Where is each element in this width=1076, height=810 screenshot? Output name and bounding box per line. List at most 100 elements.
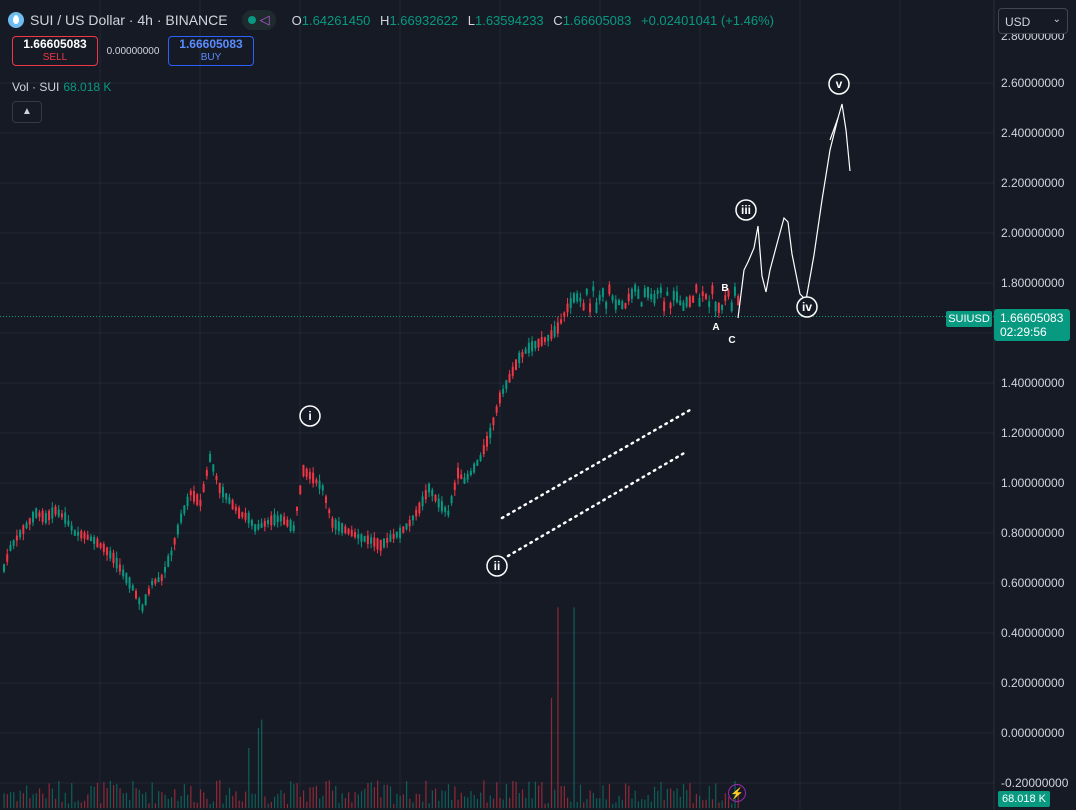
candle-body <box>289 519 292 532</box>
volume-bar <box>193 801 195 808</box>
candle-body <box>444 507 447 513</box>
volume-bar <box>170 797 173 808</box>
volume-legend[interactable]: Vol · SUI 68.018 K <box>12 80 111 94</box>
currency-select[interactable]: USD ⌄ <box>998 8 1068 34</box>
candle-body <box>408 519 411 527</box>
volume-bar <box>296 783 298 808</box>
volume-bar <box>238 800 240 808</box>
candle-body <box>89 536 92 542</box>
volume-bar <box>528 781 530 808</box>
candle-body <box>99 543 102 548</box>
corrective-label-a[interactable]: A <box>712 322 719 333</box>
volume-bar <box>624 783 627 808</box>
channel-upper-line[interactable] <box>500 408 692 520</box>
volume-bar <box>467 797 469 808</box>
buy-button[interactable]: 1.66605083 BUY <box>168 36 254 66</box>
volume-bar <box>216 780 218 808</box>
candle-body <box>80 530 83 539</box>
candle-body <box>234 506 237 511</box>
candle-body <box>489 427 492 439</box>
channel-lower-line[interactable] <box>506 450 688 558</box>
candle-body <box>366 535 369 544</box>
candle-body <box>353 532 356 538</box>
low-key: L <box>467 12 475 28</box>
candle-body <box>270 515 273 526</box>
bolt-icon[interactable]: ⚡ <box>728 784 746 802</box>
volume-bar <box>692 803 694 808</box>
candle-body <box>318 480 321 489</box>
wave-marker-v[interactable]: v <box>828 73 850 95</box>
candle-body <box>48 510 51 521</box>
volume-bar <box>338 802 340 808</box>
volume-bar <box>273 796 276 808</box>
candle-body <box>402 526 405 533</box>
volume-bar <box>454 786 456 808</box>
volume-bar <box>554 789 556 808</box>
candle-body <box>135 590 138 599</box>
volume-legend-name: Vol · SUI <box>12 80 60 94</box>
candle-body <box>254 524 257 532</box>
wave-marker-text: iv <box>802 300 812 314</box>
candle-body <box>727 290 730 297</box>
wave-projection-path[interactable] <box>737 103 851 319</box>
market-status-pill[interactable]: ◁ <box>241 10 276 30</box>
volume-bar <box>235 791 237 808</box>
y-tick-label: 0.20000000 <box>1001 676 1065 690</box>
volume-bar <box>19 790 21 808</box>
candle-body <box>511 366 514 376</box>
candle-body <box>733 286 736 296</box>
candle-body <box>273 514 276 526</box>
volume-bar <box>319 798 321 808</box>
volume-bar <box>245 791 247 808</box>
volume-bar <box>525 797 527 808</box>
candle-body <box>708 301 711 308</box>
candle-body <box>170 550 173 556</box>
candle-body <box>634 284 637 292</box>
wave-marker-iv[interactable]: iv <box>796 296 818 318</box>
volume-bar <box>38 788 41 808</box>
volume-bar <box>451 799 453 808</box>
volume-bar <box>322 795 324 808</box>
candle-body <box>341 523 344 533</box>
chevron-up-icon[interactable]: ▲ <box>12 101 42 123</box>
volume-bar <box>724 793 726 808</box>
corrective-label-b[interactable]: B <box>721 283 728 294</box>
volume-bar <box>711 799 714 808</box>
candle-body <box>621 301 624 309</box>
candle-body <box>260 523 263 528</box>
candle-body <box>688 296 691 307</box>
corrective-label-c[interactable]: C <box>728 335 735 346</box>
elliott-wave-drawings[interactable] <box>500 103 851 558</box>
candle-body <box>521 351 524 358</box>
y-tick-label: 1.00000000 <box>1001 476 1065 490</box>
sell-button[interactable]: 1.66605083 SELL <box>12 36 98 66</box>
candle-body <box>205 469 208 477</box>
wave-marker-iii[interactable]: iii <box>735 199 757 221</box>
candle-body <box>376 538 379 550</box>
volume-bar <box>116 784 118 808</box>
volume-bar <box>225 795 227 808</box>
candle-body <box>238 507 241 519</box>
y-tick-label: 2.00000000 <box>1001 226 1065 240</box>
candle-body <box>469 470 472 476</box>
volume-bar <box>377 780 379 808</box>
candle-body <box>457 467 460 479</box>
candle-body <box>576 293 579 302</box>
volume-bar <box>473 795 475 808</box>
share-icon[interactable]: ◁ <box>259 12 270 27</box>
candle-body <box>531 341 534 352</box>
candle-body <box>392 533 395 539</box>
symbol-title[interactable]: SUI / US Dollar · 4h · BINANCE <box>30 12 228 28</box>
candle-body <box>453 482 456 491</box>
candle-body <box>437 498 440 508</box>
candle-body <box>51 507 54 519</box>
volume-bar <box>380 797 382 808</box>
wave-marker-i[interactable]: i <box>299 405 321 427</box>
candle-body <box>128 577 131 589</box>
candle-body <box>614 299 617 310</box>
wave-marker-ii[interactable]: ii <box>486 555 508 577</box>
candle-body <box>357 534 360 539</box>
wave-marker-circle <box>735 199 757 221</box>
volume-bar <box>84 800 86 808</box>
